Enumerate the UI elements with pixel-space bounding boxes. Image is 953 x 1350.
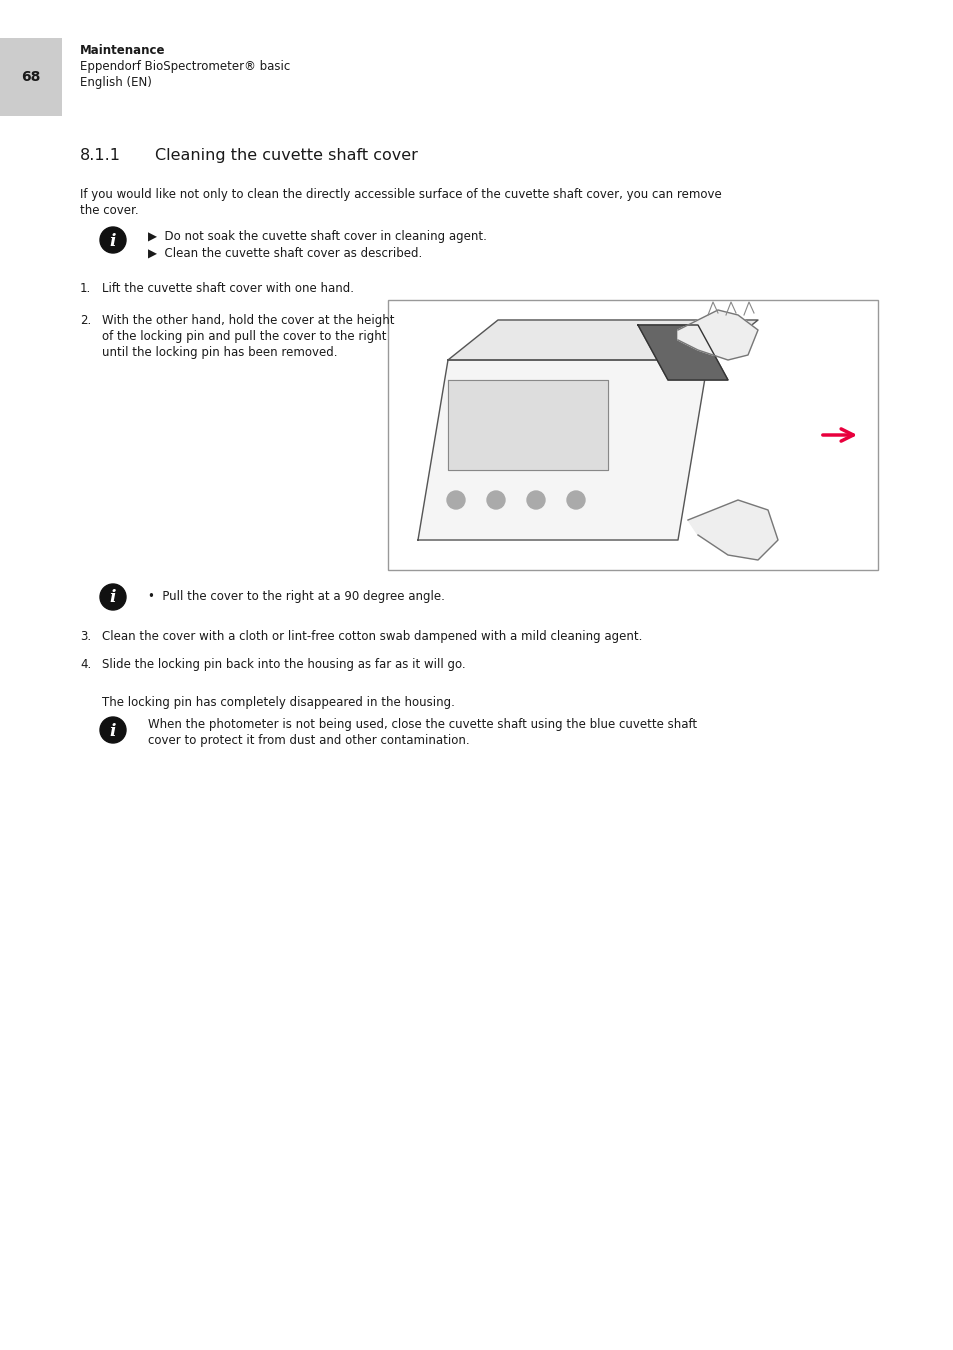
Text: until the locking pin has been removed.: until the locking pin has been removed. [102,346,337,359]
Polygon shape [448,320,758,360]
Text: •  Pull the cover to the right at a 90 degree angle.: • Pull the cover to the right at a 90 de… [148,590,444,603]
Text: 68: 68 [21,70,41,84]
Circle shape [526,491,544,509]
Bar [0,38,62,116]
Circle shape [447,491,464,509]
Circle shape [486,491,504,509]
Text: Clean the cover with a cloth or lint-free cotton swab dampened with a mild clean: Clean the cover with a cloth or lint-fre… [102,630,641,643]
Text: The locking pin has completely disappeared in the housing.: The locking pin has completely disappear… [102,697,455,709]
Text: of the locking pin and pull the cover to the right: of the locking pin and pull the cover to… [102,329,386,343]
Text: With the other hand, hold the cover at the height: With the other hand, hold the cover at t… [102,315,395,327]
Text: Slide the locking pin back into the housing as far as it will go.: Slide the locking pin back into the hous… [102,657,465,671]
Text: 1.: 1. [80,282,91,296]
Text: cover to protect it from dust and other contamination.: cover to protect it from dust and other … [148,734,469,747]
Text: Lift the cuvette shaft cover with one hand.: Lift the cuvette shaft cover with one ha… [102,282,354,296]
Text: Eppendorf BioSpectrometer® basic: Eppendorf BioSpectrometer® basic [80,59,290,73]
Text: If you would like not only to clean the directly accessible surface of the cuvet: If you would like not only to clean the … [80,188,721,201]
Polygon shape [417,360,707,540]
Text: 8.1.1: 8.1.1 [80,148,121,163]
Text: i: i [110,232,116,250]
Polygon shape [448,379,607,470]
Text: 3.: 3. [80,630,91,643]
Text: When the photometer is not being used, close the cuvette shaft using the blue cu: When the photometer is not being used, c… [148,718,697,730]
Polygon shape [687,500,778,560]
Text: Maintenance: Maintenance [80,45,165,57]
Text: Cleaning the cuvette shaft cover: Cleaning the cuvette shaft cover [154,148,417,163]
Circle shape [100,585,126,610]
Text: i: i [110,590,116,606]
Polygon shape [678,310,758,360]
Text: the cover.: the cover. [80,204,138,217]
Text: i: i [110,722,116,740]
Text: ▶  Do not soak the cuvette shaft cover in cleaning agent.: ▶ Do not soak the cuvette shaft cover in… [148,230,486,243]
Text: English (EN): English (EN) [80,76,152,89]
Text: ▶  Clean the cuvette shaft cover as described.: ▶ Clean the cuvette shaft cover as descr… [148,247,422,261]
Text: 2.: 2. [80,315,91,327]
Polygon shape [638,325,727,379]
Circle shape [566,491,584,509]
Text: 4.: 4. [80,657,91,671]
Circle shape [100,717,126,742]
Circle shape [100,227,126,252]
Bar [388,300,877,570]
